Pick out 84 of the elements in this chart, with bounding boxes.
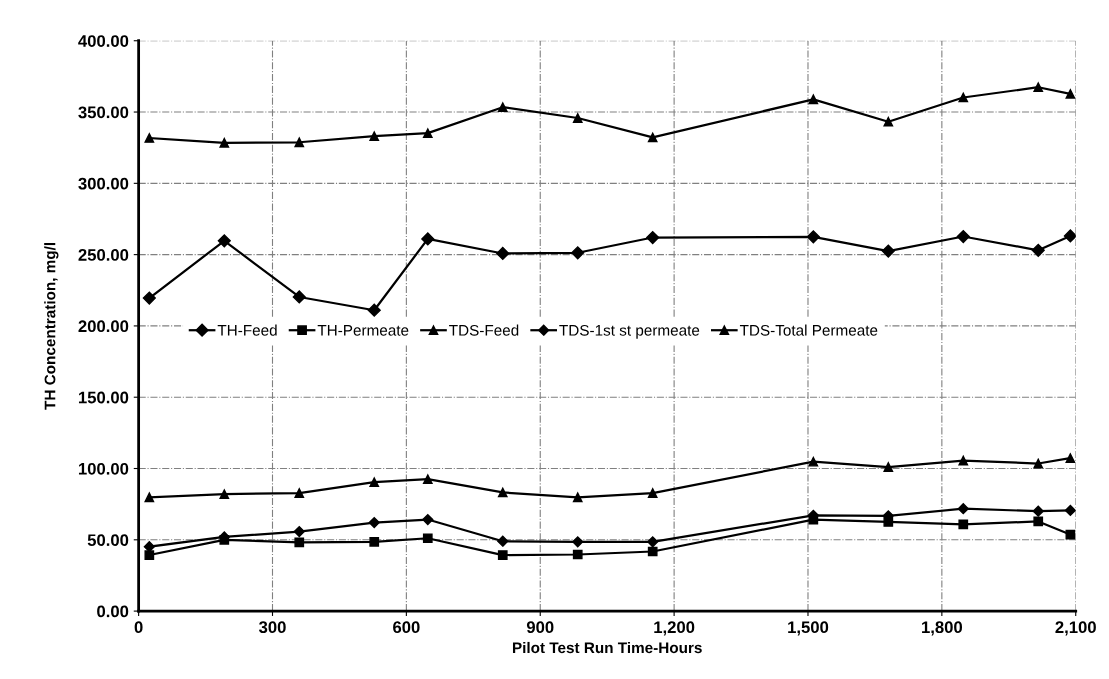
point bbox=[808, 456, 819, 467]
point bbox=[1063, 229, 1076, 243]
point bbox=[219, 535, 230, 545]
point bbox=[422, 474, 433, 485]
point bbox=[1065, 89, 1076, 99]
y-tick-label: 150.00 bbox=[78, 391, 129, 404]
point bbox=[572, 113, 583, 123]
x-tick-label: 1,800 bbox=[922, 621, 963, 636]
legend-label: TH-Permeate bbox=[317, 325, 409, 336]
point bbox=[1065, 453, 1076, 463]
point bbox=[883, 517, 894, 527]
point bbox=[294, 488, 305, 498]
point bbox=[422, 513, 434, 526]
point bbox=[497, 487, 508, 498]
y-tick-label: 50.00 bbox=[87, 534, 129, 547]
point bbox=[367, 303, 381, 317]
point bbox=[958, 519, 969, 530]
x-tick-label: 900 bbox=[526, 621, 554, 634]
y-tick-label: 300.00 bbox=[78, 177, 129, 190]
point bbox=[808, 94, 819, 105]
y-tick-label: 350.00 bbox=[78, 106, 129, 119]
point bbox=[1033, 458, 1044, 469]
point bbox=[369, 477, 380, 488]
point bbox=[1032, 505, 1044, 517]
point bbox=[881, 244, 895, 258]
point bbox=[883, 462, 894, 472]
legend-label: TDS-Feed bbox=[449, 324, 519, 336]
point bbox=[957, 503, 969, 515]
point bbox=[647, 546, 658, 557]
point bbox=[217, 234, 231, 248]
legend-label: TH-Feed bbox=[217, 324, 277, 336]
point bbox=[144, 133, 155, 143]
x-tick-label: 1,500 bbox=[788, 621, 829, 636]
point bbox=[958, 455, 969, 466]
point bbox=[572, 549, 583, 560]
point bbox=[647, 488, 658, 498]
legend-label: TDS-1st st permeate bbox=[559, 324, 700, 339]
point bbox=[292, 290, 306, 304]
point bbox=[646, 230, 660, 245]
x-tick-label: 300 bbox=[258, 621, 286, 634]
point bbox=[647, 536, 659, 548]
point bbox=[1033, 516, 1044, 527]
point bbox=[497, 550, 508, 560]
y-tick-label: 100.00 bbox=[78, 462, 129, 475]
point bbox=[496, 246, 510, 261]
x-tick-label: 0 bbox=[134, 621, 143, 634]
y-axis-title: TH Concentration, mg/l bbox=[44, 242, 59, 410]
legend-label: TDS-Total Permeate bbox=[739, 324, 878, 336]
point bbox=[497, 535, 509, 547]
y-tick-label: 400.00 bbox=[78, 35, 129, 47]
point bbox=[294, 137, 305, 148]
point bbox=[1064, 504, 1076, 517]
point bbox=[219, 137, 230, 148]
point bbox=[571, 246, 585, 260]
point bbox=[883, 116, 894, 127]
point bbox=[422, 128, 433, 138]
point bbox=[369, 131, 380, 141]
point bbox=[294, 537, 305, 548]
x-tick-label: 600 bbox=[393, 621, 420, 634]
point bbox=[422, 533, 433, 544]
point bbox=[497, 102, 508, 113]
point bbox=[142, 291, 156, 305]
point bbox=[421, 232, 435, 246]
point bbox=[369, 536, 380, 547]
point bbox=[808, 514, 819, 525]
point bbox=[368, 516, 380, 529]
point bbox=[144, 492, 155, 503]
y-tick-label: 250.00 bbox=[78, 249, 129, 261]
y-tick-label: 200.00 bbox=[78, 320, 129, 333]
y-tick-label: 0.00 bbox=[97, 605, 129, 618]
point bbox=[1033, 82, 1044, 93]
x-tick-label: 2,100 bbox=[1055, 621, 1096, 636]
x-tick-label: 1,200 bbox=[654, 621, 695, 636]
point bbox=[219, 489, 230, 500]
point bbox=[144, 550, 155, 560]
point bbox=[958, 92, 969, 103]
x-axis-title: Pilot Test Run Time-Hours bbox=[512, 641, 702, 654]
point bbox=[572, 536, 584, 548]
point bbox=[293, 525, 305, 538]
point bbox=[572, 492, 583, 503]
point bbox=[806, 230, 820, 244]
point bbox=[1031, 243, 1045, 257]
point bbox=[956, 229, 970, 244]
point bbox=[647, 132, 658, 143]
